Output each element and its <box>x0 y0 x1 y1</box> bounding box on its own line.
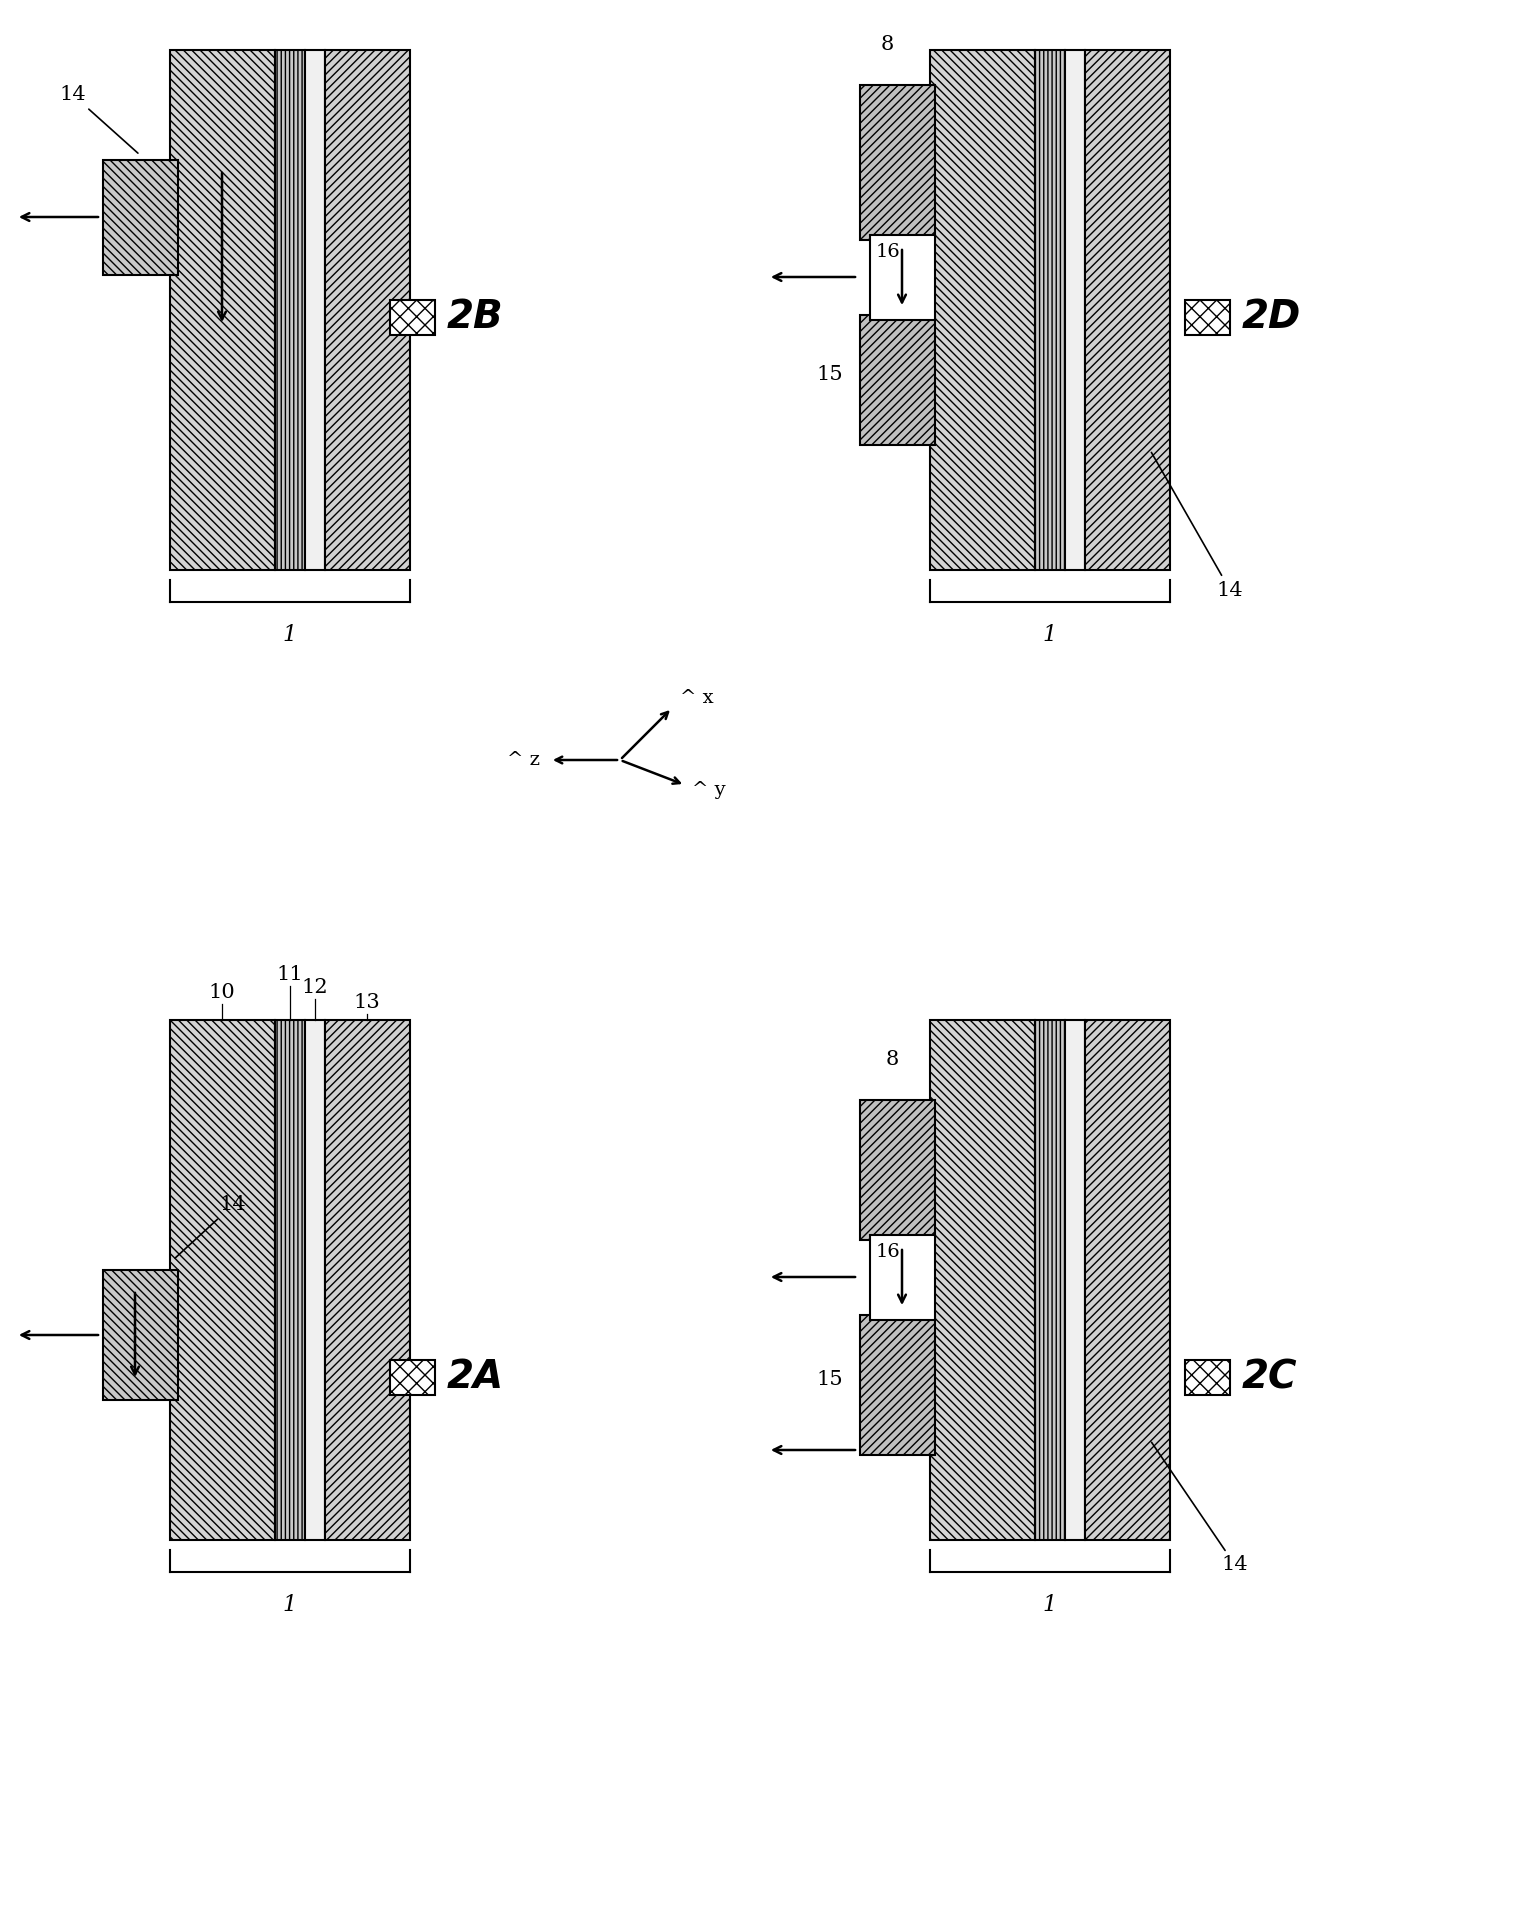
Text: 12: 12 <box>302 978 328 998</box>
Text: 8: 8 <box>886 1050 898 1069</box>
Bar <box>325 50 409 570</box>
Text: 15: 15 <box>817 366 843 383</box>
Text: 16: 16 <box>875 1242 901 1262</box>
Text: 11: 11 <box>276 965 304 984</box>
Bar <box>871 235 935 320</box>
Bar <box>1185 1360 1229 1394</box>
Text: 14: 14 <box>1151 453 1243 599</box>
Bar <box>1185 300 1229 335</box>
Bar <box>1035 50 1065 570</box>
Text: 14: 14 <box>175 1196 247 1258</box>
Bar <box>931 1021 1035 1541</box>
Text: 2C: 2C <box>1242 1358 1297 1396</box>
Text: 8: 8 <box>880 35 894 54</box>
Text: 1: 1 <box>284 1595 297 1616</box>
Bar <box>871 1235 935 1319</box>
Bar <box>1065 50 1085 570</box>
Text: 2A: 2A <box>448 1358 504 1396</box>
Bar <box>305 1021 325 1541</box>
Bar <box>860 316 935 445</box>
Bar <box>170 50 274 570</box>
Bar <box>170 1021 274 1541</box>
Bar <box>325 1021 409 1541</box>
Bar <box>1035 1021 1065 1541</box>
Bar <box>1065 1021 1085 1541</box>
Bar <box>274 50 305 570</box>
Text: 1: 1 <box>284 624 297 645</box>
Text: 15: 15 <box>817 1369 843 1389</box>
Bar <box>305 50 325 570</box>
Bar <box>1085 50 1170 570</box>
Bar <box>860 1100 935 1240</box>
Bar <box>860 85 935 241</box>
Text: 14: 14 <box>60 85 138 154</box>
Bar <box>1085 1021 1170 1541</box>
Bar <box>274 1021 305 1541</box>
Bar <box>860 1315 935 1454</box>
Text: 14: 14 <box>1151 1443 1248 1574</box>
Bar <box>389 300 435 335</box>
Text: 10: 10 <box>208 982 236 1002</box>
Text: ^ y: ^ y <box>691 782 725 799</box>
Text: 1: 1 <box>1042 624 1058 645</box>
Bar <box>103 160 178 275</box>
Bar <box>931 50 1035 570</box>
Text: 2B: 2B <box>448 299 504 337</box>
Text: 16: 16 <box>875 243 901 262</box>
Bar <box>103 1269 178 1400</box>
Text: ^ z: ^ z <box>507 751 540 768</box>
Text: ^ x: ^ x <box>681 690 714 707</box>
Text: 13: 13 <box>354 994 380 1011</box>
Bar <box>389 1360 435 1394</box>
Text: 2D: 2D <box>1242 299 1302 337</box>
Text: 1: 1 <box>1042 1595 1058 1616</box>
